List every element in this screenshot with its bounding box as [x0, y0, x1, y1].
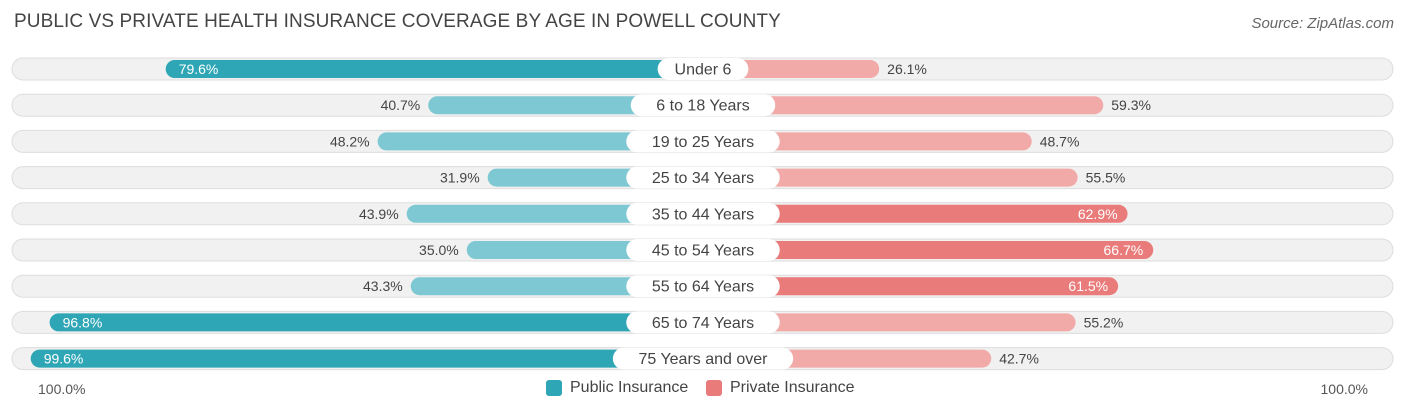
- public-bar: [165, 60, 703, 78]
- private-bar: [703, 313, 1076, 332]
- category-label: 35 to 44 Years: [652, 206, 754, 223]
- category-pill: [626, 311, 780, 334]
- category-label: 19 to 25 Years: [652, 134, 754, 151]
- public-value-label: 43.9%: [359, 206, 399, 222]
- public-value-label: 31.9%: [440, 170, 480, 186]
- category-label: 25 to 34 Years: [652, 170, 754, 187]
- category-label: 65 to 74 Years: [652, 315, 754, 332]
- source-label: Source: ZipAtlas.com: [1251, 15, 1394, 32]
- chart-plot: 79.6% 26.1% Under 6 40.7% 59.3% 6 to 18 Years…: [11, 57, 1394, 371]
- private-value-label: 48.7%: [1040, 133, 1080, 149]
- legend-public[interactable]: Public Insurance: [546, 379, 688, 397]
- legend-public-swatch: [546, 380, 562, 396]
- legend-private[interactable]: Private Insurance: [706, 379, 855, 397]
- public-value-label: 79.6%: [179, 61, 219, 77]
- public-value-label: 40.7%: [381, 97, 421, 113]
- private-bar: [703, 241, 1154, 259]
- chart-title: PUBLIC VS PRIVATE HEALTH INSURANCE COVER…: [14, 11, 781, 32]
- category-pill: [612, 347, 794, 370]
- private-value-label: 62.9%: [1078, 206, 1118, 222]
- legend: Public Insurance Private Insurance: [0, 379, 1406, 401]
- private-value-label: 42.7%: [999, 351, 1039, 367]
- private-bar: [703, 132, 1032, 151]
- private-bar: [703, 96, 1104, 115]
- legend-private-label: Private Insurance: [730, 379, 855, 396]
- private-value-label: 26.1%: [887, 61, 927, 77]
- category-pill: [657, 58, 749, 80]
- category-label: 6 to 18 Years: [656, 98, 749, 115]
- legend-private-swatch: [706, 380, 722, 396]
- category-label: Under 6: [675, 62, 732, 79]
- public-value-label: 35.0%: [419, 242, 459, 258]
- axis-left-label: 100.0%: [38, 381, 86, 397]
- category-pill: [626, 239, 780, 261]
- category-pill: [626, 166, 780, 189]
- private-bar: [703, 277, 1119, 296]
- category-pill: [630, 94, 776, 117]
- category-label: 45 to 54 Years: [652, 243, 754, 260]
- legend-public-label: Public Insurance: [570, 379, 689, 396]
- category-pill: [626, 130, 780, 153]
- public-value-label: 99.6%: [44, 351, 84, 367]
- private-value-label: 55.2%: [1084, 314, 1124, 330]
- private-value-label: 59.3%: [1111, 97, 1151, 113]
- category-pill: [626, 202, 780, 225]
- axis-right-label: 100.0%: [1320, 381, 1368, 397]
- public-value-label: 48.2%: [330, 133, 370, 149]
- category-label: 75 Years and over: [639, 351, 769, 368]
- private-value-label: 55.5%: [1086, 170, 1126, 186]
- public-value-label: 43.3%: [363, 278, 403, 294]
- public-bar: [49, 313, 704, 332]
- private-value-label: 66.7%: [1104, 242, 1144, 258]
- public-value-label: 96.8%: [63, 314, 103, 330]
- private-bar: [703, 204, 1128, 223]
- category-label: 55 to 64 Years: [652, 279, 754, 296]
- public-bar: [30, 349, 703, 368]
- category-pill: [626, 275, 780, 298]
- private-bar: [703, 168, 1078, 187]
- public-bar: [377, 132, 703, 151]
- private-value-label: 61.5%: [1068, 278, 1108, 294]
